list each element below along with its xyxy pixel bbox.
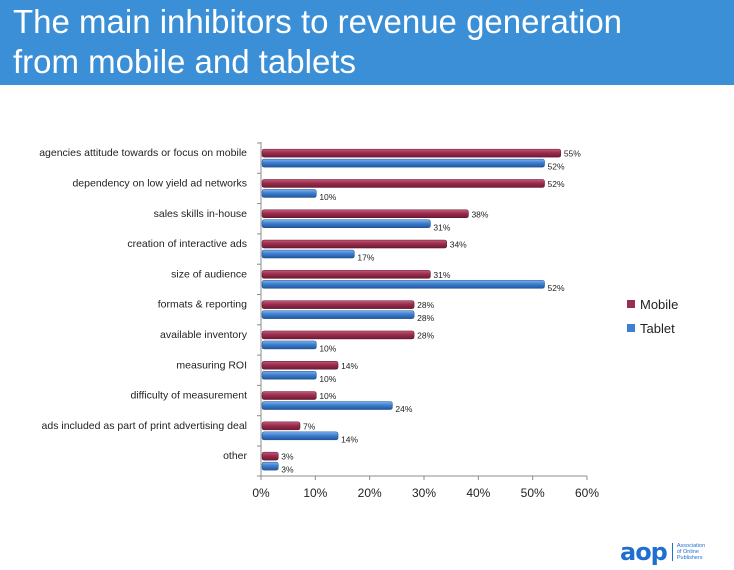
category-label: dependency on low yield ad networks xyxy=(72,177,247,189)
category-label: size of audience xyxy=(171,268,247,280)
tablet-data-label: 52% xyxy=(548,162,565,172)
tablet-bar xyxy=(261,340,317,350)
tablet-bar xyxy=(261,431,339,441)
mobile-data-label: 28% xyxy=(417,330,434,340)
x-tick-label: 50% xyxy=(521,486,545,500)
tablet-bar xyxy=(261,461,279,471)
logo-divider xyxy=(671,543,673,561)
mobile-bar xyxy=(261,330,415,340)
tablet-bar xyxy=(261,310,415,319)
tablet-bar xyxy=(261,219,431,228)
category-label: agencies attitude towards or focus on mo… xyxy=(39,147,247,159)
category-label: measuring ROI xyxy=(176,359,247,371)
x-tick-label: 10% xyxy=(303,486,327,500)
mobile-data-label: 38% xyxy=(471,209,488,219)
x-tick-label: 40% xyxy=(466,486,490,500)
tablet-data-label: 52% xyxy=(548,283,565,293)
tablet-bar xyxy=(261,189,317,198)
mobile-bar xyxy=(261,421,301,431)
category-label: ads included as part of print advertisin… xyxy=(42,420,247,432)
title-banner: The main inhibitors to revenue generatio… xyxy=(0,0,734,85)
mobile-data-label: 31% xyxy=(433,270,450,280)
tablet-data-label: 17% xyxy=(357,253,374,263)
aop-logo: aop Association of Online Publishers xyxy=(620,538,730,566)
tablet-bar xyxy=(261,371,317,380)
legend-swatch-mobile xyxy=(627,300,635,308)
mobile-bar xyxy=(261,270,431,279)
tablet-data-label: 28% xyxy=(417,313,434,323)
mobile-data-label: 10% xyxy=(319,391,336,401)
category-label: difficulty of measurement xyxy=(130,390,247,402)
mobile-bar xyxy=(261,148,562,158)
category-label: sales skills in-house xyxy=(154,208,248,220)
mobile-bar xyxy=(261,391,317,400)
mobile-bar xyxy=(261,239,447,249)
mobile-data-label: 55% xyxy=(564,149,581,159)
tablet-data-label: 31% xyxy=(433,222,450,232)
mobile-data-label: 34% xyxy=(450,240,467,250)
tablet-data-label: 14% xyxy=(341,434,358,444)
mobile-data-label: 52% xyxy=(548,179,565,189)
legend-label-mobile: Mobile xyxy=(640,297,678,312)
tablet-data-label: 10% xyxy=(319,374,336,384)
x-tick-label: 60% xyxy=(575,486,599,500)
tablet-data-label: 10% xyxy=(319,343,336,353)
category-label: other xyxy=(223,450,247,462)
logo-text: Association of Online Publishers xyxy=(676,543,706,561)
slide-title: The main inhibitors to revenue generatio… xyxy=(13,3,623,80)
tablet-data-label: 10% xyxy=(319,192,336,202)
mobile-data-label: 3% xyxy=(281,452,294,462)
mobile-data-label: 28% xyxy=(417,300,434,310)
category-label: creation of interactive ads xyxy=(127,238,247,250)
mobile-bar xyxy=(261,361,339,370)
tablet-bar xyxy=(261,280,545,289)
legend-swatch-tablet xyxy=(627,324,635,332)
tablet-bar xyxy=(261,401,393,410)
tablet-data-label: 24% xyxy=(395,404,412,414)
mobile-data-label: 7% xyxy=(303,421,316,431)
x-tick-label: 0% xyxy=(252,486,270,500)
legend-label-tablet: Tablet xyxy=(640,321,675,336)
tablet-data-label: 3% xyxy=(281,465,294,475)
x-tick-label: 30% xyxy=(412,486,436,500)
category-label: formats & reporting xyxy=(158,299,247,311)
mobile-bar xyxy=(261,451,279,461)
mobile-bar xyxy=(261,179,545,188)
x-tick-label: 20% xyxy=(358,486,382,500)
tablet-bar xyxy=(261,158,545,168)
mobile-data-label: 14% xyxy=(341,361,358,371)
logo-mark: aop xyxy=(620,538,668,566)
tablet-bar xyxy=(261,249,355,259)
mobile-bar xyxy=(261,209,469,218)
category-label: available inventory xyxy=(160,329,248,341)
mobile-bar xyxy=(261,300,415,309)
